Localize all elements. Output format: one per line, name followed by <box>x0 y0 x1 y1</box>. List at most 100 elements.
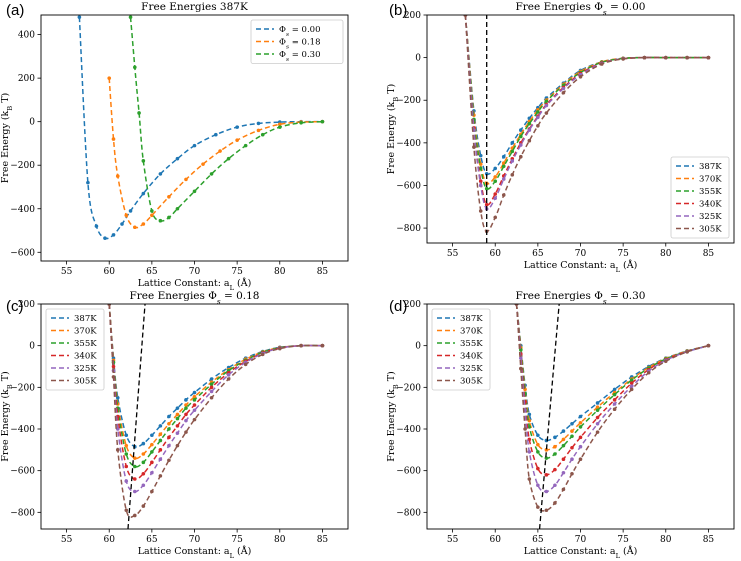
data-point <box>600 62 604 66</box>
data-point <box>561 86 566 91</box>
x-tick-label: 65 <box>532 535 544 545</box>
data-point <box>150 450 154 454</box>
data-point <box>493 166 498 171</box>
data-point <box>209 377 214 381</box>
x-tick-label: 80 <box>274 535 286 545</box>
legend-entry: 370K <box>460 327 483 337</box>
data-point <box>150 470 154 475</box>
chart-panel-1: Free Energies 387K 55 60 65 70 75 80 85 −600 −400… <box>0 1 349 292</box>
data-point <box>544 448 549 452</box>
series-line-1 <box>108 304 323 448</box>
data-point <box>578 435 583 440</box>
data-point <box>561 437 566 442</box>
data-point <box>226 156 231 161</box>
data-point <box>578 425 583 429</box>
x-tick-label: 70 <box>575 249 587 259</box>
y-tick-label: −800 <box>10 508 35 518</box>
panel-label-c: (c) <box>6 298 24 315</box>
data-point <box>120 222 124 226</box>
data-point <box>167 414 171 419</box>
data-point <box>536 450 540 454</box>
data-point <box>544 99 549 104</box>
x-tick-label: 55 <box>447 535 459 545</box>
legend-entry: 370K <box>74 327 97 337</box>
data-point <box>706 343 711 348</box>
data-point <box>214 132 218 137</box>
data-point <box>595 415 600 420</box>
legend-entry: 355K <box>74 339 97 349</box>
data-point <box>536 433 540 438</box>
data-point <box>184 412 188 417</box>
data-point <box>570 421 574 426</box>
minimum-trend-line <box>127 304 146 529</box>
y-tick-label: −600 <box>396 181 421 191</box>
x-tick-label: 70 <box>189 535 201 545</box>
data-point <box>536 483 540 488</box>
x-tick-label: 70 <box>575 535 587 545</box>
data-point <box>527 121 532 126</box>
data-point <box>553 435 557 440</box>
y-tick-label: 200 <box>18 300 35 310</box>
y-tick-label: 200 <box>404 300 421 310</box>
axes-frame <box>426 303 735 530</box>
minimum-trend-line <box>538 304 560 529</box>
chart-title: Free Energies Φs = 0.30 <box>516 290 646 306</box>
data-point <box>685 55 689 60</box>
data-point <box>167 443 171 448</box>
data-point <box>536 442 540 447</box>
data-point <box>141 452 146 456</box>
data-point <box>175 406 180 410</box>
data-point <box>111 137 116 141</box>
data-point <box>184 398 188 402</box>
data-point <box>167 194 171 199</box>
data-point <box>175 412 180 417</box>
data-point <box>478 153 483 158</box>
data-point <box>553 483 557 488</box>
y-tick-label: −600 <box>10 467 35 477</box>
data-point <box>320 119 325 124</box>
data-point <box>235 125 239 129</box>
legend-entry: 305K <box>699 225 722 235</box>
data-point <box>642 55 647 60</box>
y-tick-label: −400 <box>10 205 35 215</box>
data-point <box>629 381 634 385</box>
data-point <box>158 432 163 437</box>
y-tick-label: 400 <box>18 31 35 41</box>
data-point <box>243 143 248 148</box>
data-point <box>158 457 163 462</box>
x-axis-label: Lattice Constant: aL (Å) <box>524 259 638 274</box>
axes-frame <box>426 14 735 244</box>
data-point <box>150 460 154 465</box>
legend-box <box>250 19 344 64</box>
data-point <box>192 143 197 148</box>
x-tick-label: 55 <box>61 535 73 545</box>
data-point <box>192 189 197 194</box>
legend-entry: 325K <box>460 364 483 374</box>
legend-entry: 305K <box>74 377 97 387</box>
series-line-2 <box>515 304 709 451</box>
data-point <box>493 196 498 201</box>
data-point <box>184 403 188 407</box>
legend-entry: 340K <box>460 352 483 362</box>
data-point <box>595 408 600 413</box>
data-point <box>175 156 180 161</box>
data-point <box>510 173 515 177</box>
data-point <box>141 471 146 476</box>
data-point <box>115 448 120 452</box>
legend-entry: 305K <box>460 377 483 387</box>
series-line-1 <box>464 15 709 175</box>
data-point <box>519 366 523 371</box>
data-point <box>578 420 583 425</box>
data-point <box>124 479 129 483</box>
plot-area <box>107 304 325 529</box>
data-point <box>260 132 265 137</box>
series-line-4 <box>464 15 709 206</box>
data-point <box>167 215 171 220</box>
legend: 387K 370K 355K 340K 325K 305K <box>431 308 491 391</box>
data-point <box>167 435 171 440</box>
y-tick-label: 0 <box>415 54 421 64</box>
data-point <box>570 457 574 462</box>
data-point <box>553 444 557 449</box>
data-point <box>553 467 557 472</box>
x-axis-label: Lattice Constant: aL (Å) <box>138 277 252 292</box>
